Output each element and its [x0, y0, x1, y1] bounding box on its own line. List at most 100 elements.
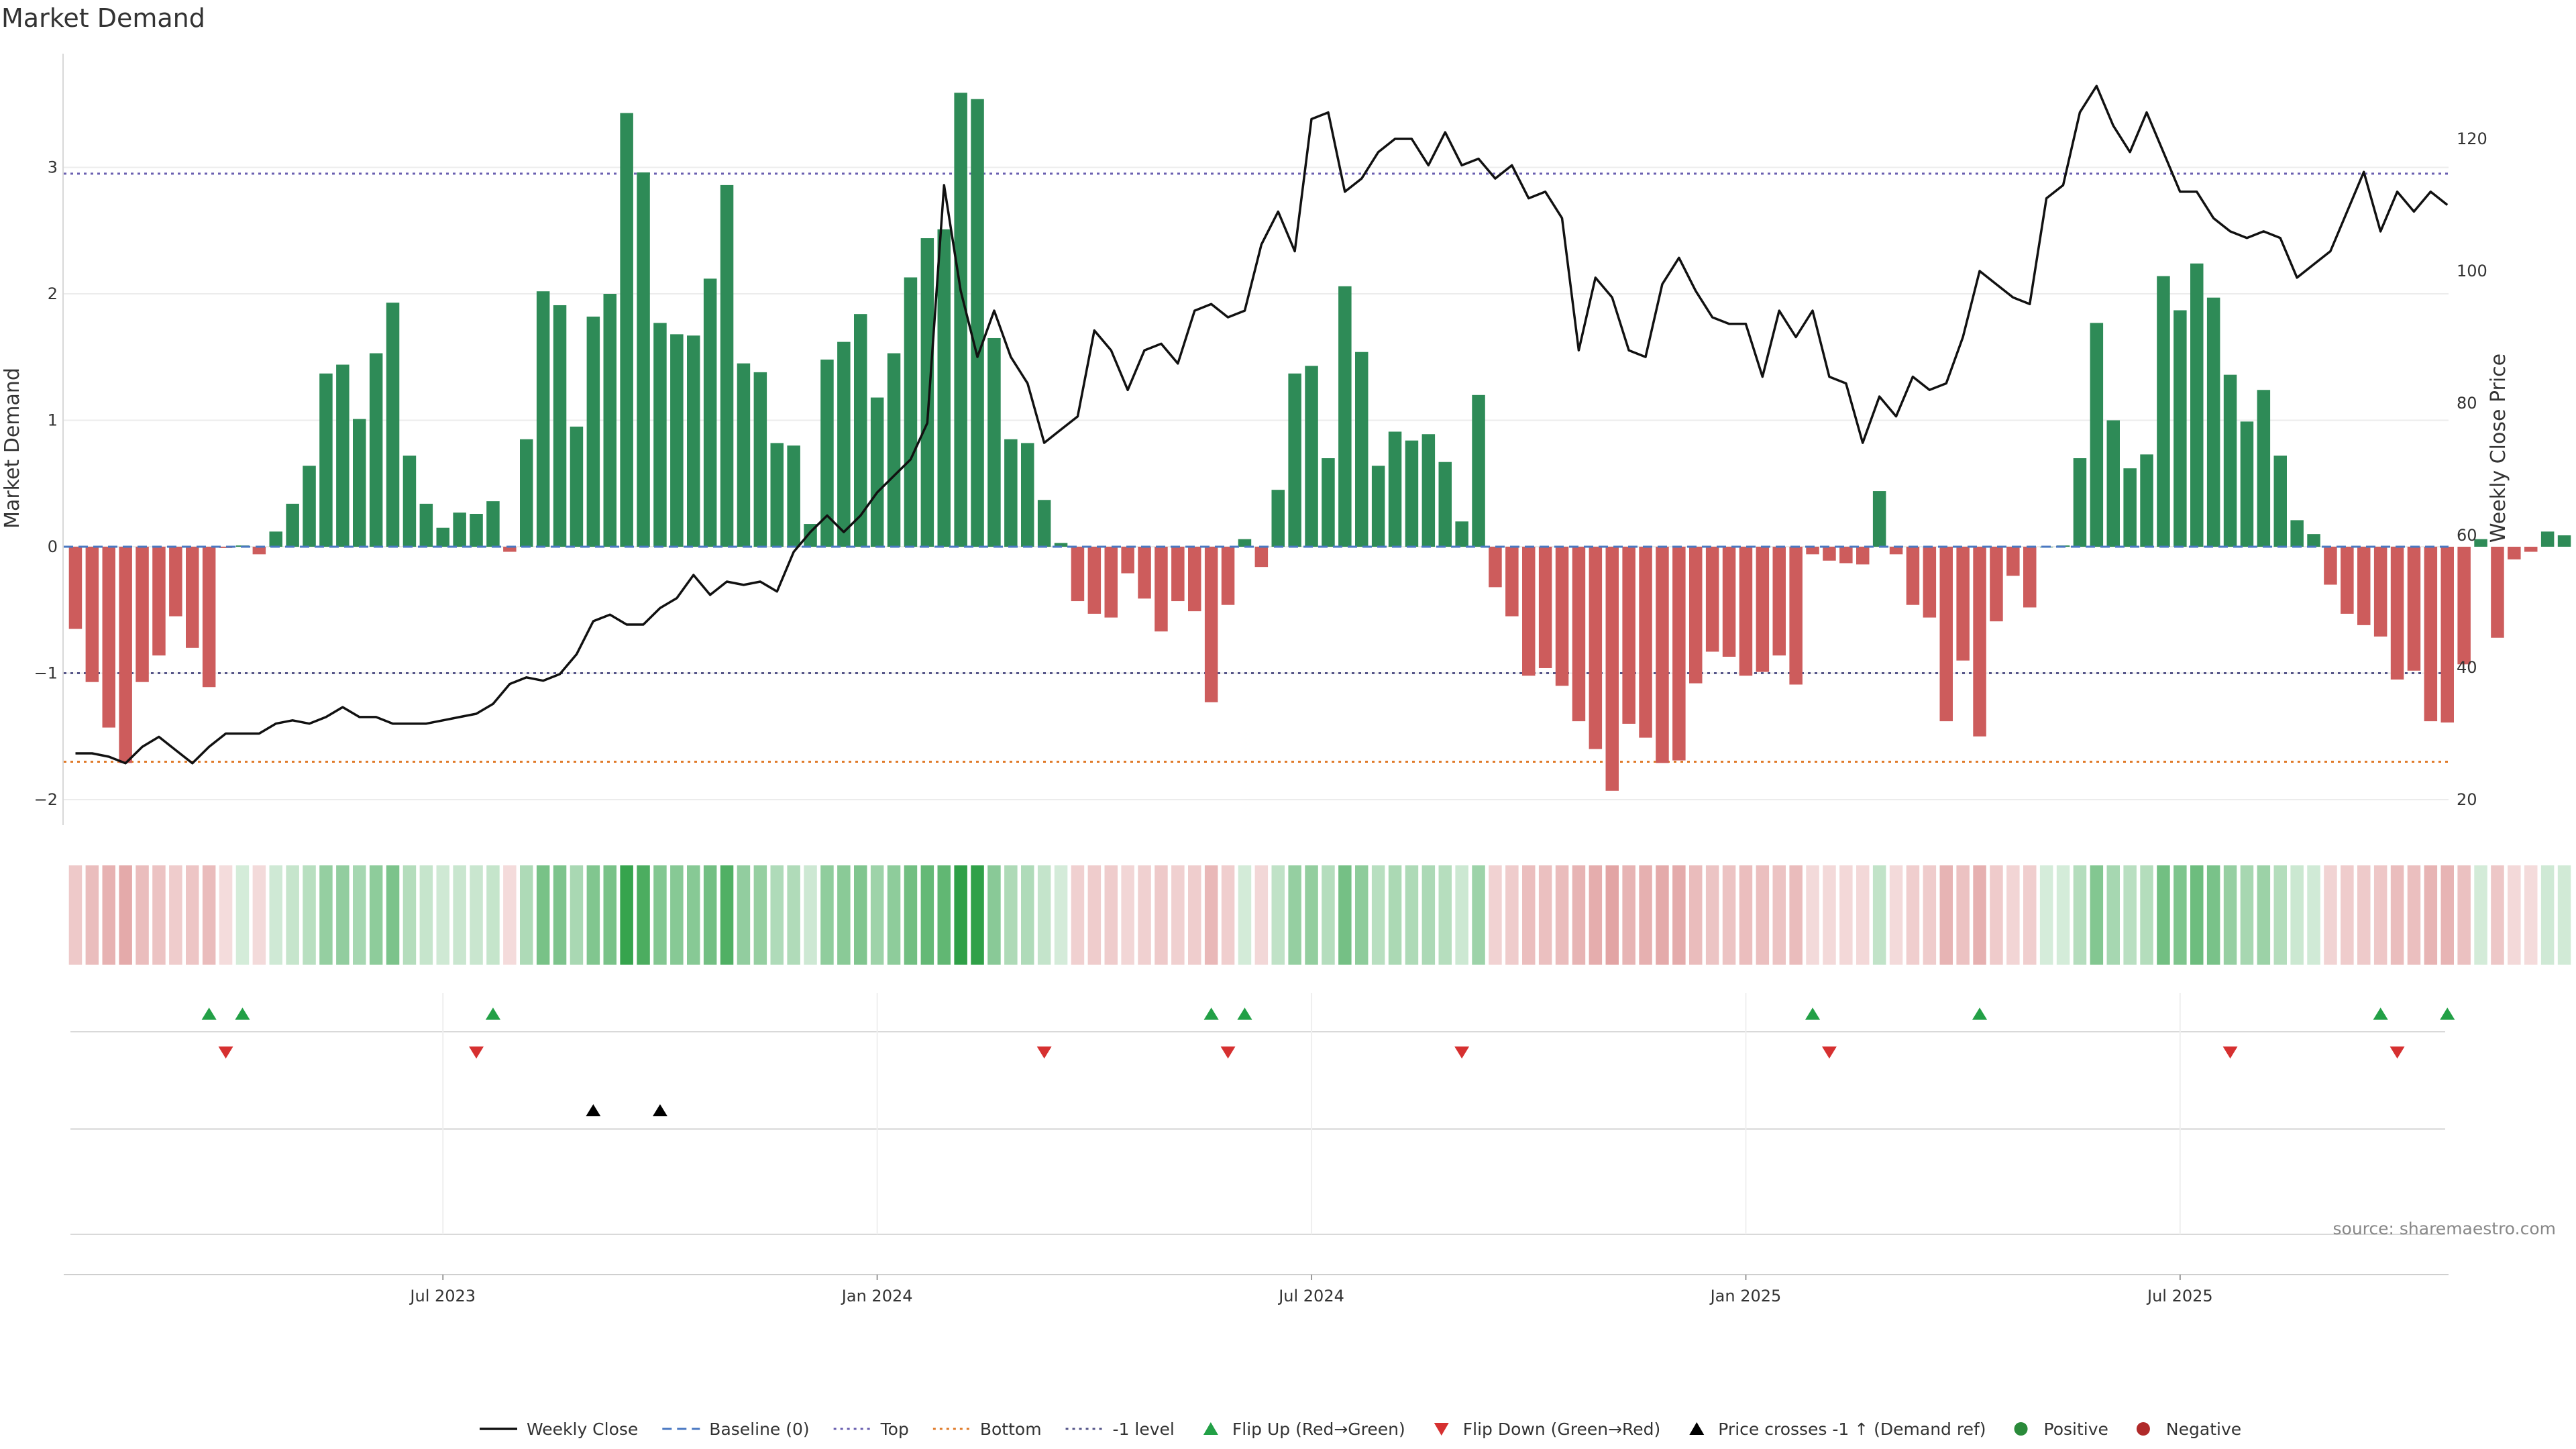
flip-up-marker	[485, 1008, 500, 1020]
demand-bar	[1071, 547, 1085, 602]
flip-up-marker	[1203, 1008, 1219, 1020]
legend-label: Weekly Close	[527, 1419, 638, 1439]
demand-bar	[1188, 547, 1201, 612]
legend-item: Bottom	[932, 1419, 1042, 1439]
strip-cell	[520, 865, 533, 965]
demand-bar	[1956, 547, 1970, 661]
demand-bar	[503, 547, 517, 552]
strip-cell	[1856, 865, 1870, 965]
demand-bar	[1271, 490, 1285, 547]
demand-bar	[2190, 263, 2204, 547]
strip-cell	[1371, 865, 1385, 965]
demand-bar	[2424, 547, 2438, 722]
strip-cell	[1037, 865, 1051, 965]
strip-cell	[1872, 865, 1886, 965]
strip-cell	[1789, 865, 1803, 965]
strip-cell	[503, 865, 517, 965]
demand-bar	[1538, 547, 1552, 668]
strip-cell	[720, 865, 734, 965]
strip-cell	[887, 865, 901, 965]
flip-up-marker	[235, 1008, 250, 1020]
demand-bar	[470, 513, 483, 547]
strip-cell	[2039, 865, 2053, 965]
strip-cell	[2357, 865, 2371, 965]
flip-down-marker	[218, 1046, 233, 1059]
demand-bar	[1672, 547, 1686, 761]
strip-cell	[2290, 865, 2304, 965]
demand-bar	[1856, 547, 1870, 565]
demand-bar	[1806, 547, 1819, 555]
strip-cell	[319, 865, 333, 965]
strip-cell	[1505, 865, 1519, 965]
strip-cell	[369, 865, 383, 965]
demand-bar	[2390, 547, 2404, 680]
demand-bar	[770, 443, 784, 547]
strip-cell	[2240, 865, 2254, 965]
y-tick-label: 3	[48, 158, 58, 177]
demand-bar	[653, 323, 667, 547]
demand-bar	[169, 547, 182, 616]
strip-cell	[2324, 865, 2337, 965]
strip-cell	[1639, 865, 1652, 965]
strip-cell	[68, 865, 83, 965]
legend-swatch	[1203, 1422, 1218, 1435]
legend-item: Price crosses -1 ↑ (Demand ref)	[1689, 1419, 1986, 1439]
demand-bar	[1906, 547, 1920, 605]
y2-tick-label: 60	[2457, 526, 2477, 545]
strip-cell	[737, 865, 751, 965]
demand-bar	[1021, 443, 1034, 547]
demand-bar	[1455, 521, 1468, 547]
flip-up-marker	[1237, 1008, 1252, 1020]
strip-cell	[1656, 865, 1669, 965]
demand-bar	[536, 291, 550, 547]
legend-label: Top	[880, 1419, 909, 1439]
demand-bar	[1254, 547, 1269, 568]
demand-bar	[353, 419, 366, 547]
right-axis: 20 40 60 80 100 120	[2457, 129, 2487, 809]
strip-cell	[653, 865, 667, 965]
strip-cell	[1722, 865, 1736, 965]
demand-bar	[1204, 547, 1218, 702]
demand-bar	[987, 337, 1001, 547]
demand-bar	[904, 277, 918, 547]
x-tick-label: Jan 2025	[1709, 1287, 1782, 1305]
strip-cell	[2407, 865, 2421, 965]
demand-bar	[2106, 420, 2120, 547]
demand-bar	[1121, 547, 1134, 574]
y2-tick-label: 20	[2457, 790, 2477, 809]
demand-bar	[570, 426, 584, 547]
strip-cell	[1555, 865, 1569, 965]
strip-cell	[2307, 865, 2320, 965]
strip-cell	[1171, 865, 1185, 965]
demand-bar	[1104, 547, 1118, 618]
demand-bar	[1322, 458, 1335, 547]
strip-cell	[854, 865, 867, 965]
strip-cell	[219, 865, 233, 965]
strip-cell	[2073, 865, 2087, 965]
strip-cell	[2123, 865, 2137, 965]
demand-bar	[1722, 547, 1736, 657]
x-tick-label: Jul 2024	[1277, 1287, 1344, 1305]
demand-bar	[119, 547, 132, 763]
y-tick-label: −2	[34, 790, 58, 809]
demand-bar	[637, 172, 650, 547]
demand-bar	[620, 113, 633, 547]
strip-cell	[2508, 865, 2521, 965]
strip-cell	[904, 865, 918, 965]
demand-bar	[2440, 547, 2454, 723]
legend-item: Negative	[2136, 1419, 2241, 1439]
strip-cell	[1104, 865, 1118, 965]
strip-cell	[186, 865, 199, 965]
strip-cell	[303, 865, 316, 965]
strip-cell	[2424, 865, 2438, 965]
legend-label: Positive	[2044, 1419, 2108, 1439]
strip-cell	[1806, 865, 1819, 965]
strip-cell	[1271, 865, 1285, 965]
strip-cell	[1455, 865, 1468, 965]
demand-bar	[854, 314, 867, 547]
strip-cell	[1672, 865, 1686, 965]
demand-bar	[1973, 547, 1986, 737]
demand-bar	[1839, 547, 1853, 564]
demand-bar	[252, 547, 266, 555]
demand-bar	[820, 360, 834, 547]
